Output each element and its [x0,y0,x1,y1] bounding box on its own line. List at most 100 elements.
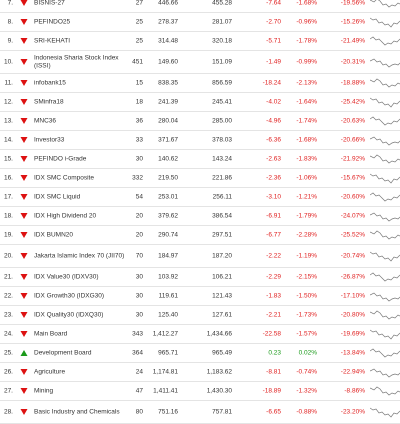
table-row: 14. Investor33 33 371.67 378.03 -6.36 -1.68% -2… [0,131,400,150]
cell-no: 14. [3,136,13,144]
table-row: 13. MNC36 36 280.04 285.00 -4.96 -1.74% -20.63% [0,112,400,131]
sparkline-path [370,230,400,240]
sparkline-path [370,272,400,282]
cell-count: 47 [135,387,143,395]
cell-ytd: -19.56% [340,0,365,7]
cell-v1: 314.48 [158,37,178,45]
cell-name: MNC36 [34,117,57,125]
table-row: 23. IDX Quality30 (IDXQ30) 30 125.40 127.61 -… [0,306,400,325]
arrow-shape [20,331,28,337]
cell-count: 343 [132,330,143,338]
cell-chg: -4.96 [266,117,281,125]
cell-count: 15 [135,79,143,87]
cell-v2: 1,430.30 [206,387,232,395]
cell-count: 364 [132,349,143,357]
cell-v1: 379.62 [158,212,178,220]
cell-pct: -1.74% [296,117,317,125]
cell-pct: -1.73% [296,311,317,319]
trend-arrow [20,194,28,200]
cell-pct: -1.83% [296,155,317,163]
sparkline-path [370,136,400,146]
table-row: 20. Jakarta Islamic Index 70 (JII70) 70 184… [0,245,400,268]
cell-name: IDX SMC Composite [34,174,94,182]
cell-name: Agriculture [34,368,66,376]
cell-v2: 856.59 [212,79,232,87]
trend-arrow [20,118,28,124]
sparkline-path [370,97,400,108]
cell-pct: -1.79% [296,212,317,220]
sparkline [370,348,400,358]
cell-no: 8. [7,18,13,26]
arrow-shape [20,19,28,25]
table-row: 10. Indonesia Sharia Stock Index (ISSI) 45… [0,51,400,74]
cell-chg: -6.36 [266,136,281,144]
cell-count: 18 [135,98,143,106]
cell-chg: -3.10 [266,193,281,201]
trend-arrow [20,156,28,162]
cell-no: 26. [3,368,13,376]
sparkline-path [370,78,400,88]
cell-pct: -1.68% [296,0,317,7]
sparkline-path [370,212,400,222]
arrow-shape [20,293,28,299]
cell-ytd: -20.31% [340,58,365,66]
cell-chg: 0.23 [268,349,281,357]
cell-count: 36 [135,117,143,125]
cell-pct: -2.13% [296,79,317,87]
cell-v1: 149.60 [158,58,178,66]
cell-v1: 1,412.27 [152,330,178,338]
trend-arrow [20,213,28,219]
cell-ytd: -18.88% [340,79,365,87]
cell-name: Development Board [34,349,92,357]
cell-v2: 320.18 [212,37,232,45]
sparkline-path [370,348,400,358]
cell-ytd: -20.63% [340,117,365,125]
cell-ytd: -20.60% [340,193,365,201]
cell-count: 33 [135,136,143,144]
sparkline [370,97,400,108]
sparkline [370,368,400,378]
cell-v2: 757.81 [212,408,232,416]
sparkline [370,251,400,262]
sparkline-path [370,173,400,184]
cell-v1: 1,411.41 [153,387,178,395]
cell-count: 30 [135,273,143,281]
cell-chg: -2.70 [266,18,281,26]
cell-ytd: -25.42% [340,98,365,106]
sparkline [370,212,400,222]
cell-chg: -22.58 [262,330,281,338]
trend-arrow [20,253,28,259]
cell-no: 25. [3,349,13,357]
cell-pct: -1.06% [296,174,317,182]
cell-pct: -1.50% [296,292,317,300]
cell-v2: 965.49 [212,349,232,357]
arrow-shape [20,194,28,200]
table-row: 8. PEFINDO25 25 278.37 281.07 -2.70 -0.96% -15.… [0,13,400,32]
cell-count: 27 [135,0,143,7]
cell-count: 25 [135,18,143,26]
cell-v2: 1,183.62 [206,368,232,376]
cell-name: Indonesia Sharia Stock Index (ISSI) [34,54,119,70]
cell-name: SMinfra18 [34,98,64,106]
sparkline-path [370,36,400,46]
arrow-shape [20,156,28,162]
sparkline [370,78,400,88]
table-row: 18. IDX High Dividend 20 20 379.62 386.54 -6.… [0,207,400,226]
trend-arrow [20,59,28,65]
cell-count: 30 [135,292,143,300]
cell-count: 30 [135,155,143,163]
table-row: 28. Basic Industry and Chemicals 80 751.16 7… [0,401,400,424]
trend-arrow [20,80,28,86]
cell-pct: -1.21% [296,193,317,201]
cell-v1: 751.16 [158,408,178,416]
cell-no: 23. [3,311,13,319]
cell-v1: 838.35 [158,79,178,87]
arrow-shape [20,350,28,356]
sparkline [370,58,400,68]
cell-ytd: -15.26% [340,18,365,26]
cell-ytd: -19.69% [340,330,365,338]
cell-v2: 256.11 [212,193,232,201]
trend-arrow [20,175,28,181]
cell-v1: 446.66 [158,0,178,7]
